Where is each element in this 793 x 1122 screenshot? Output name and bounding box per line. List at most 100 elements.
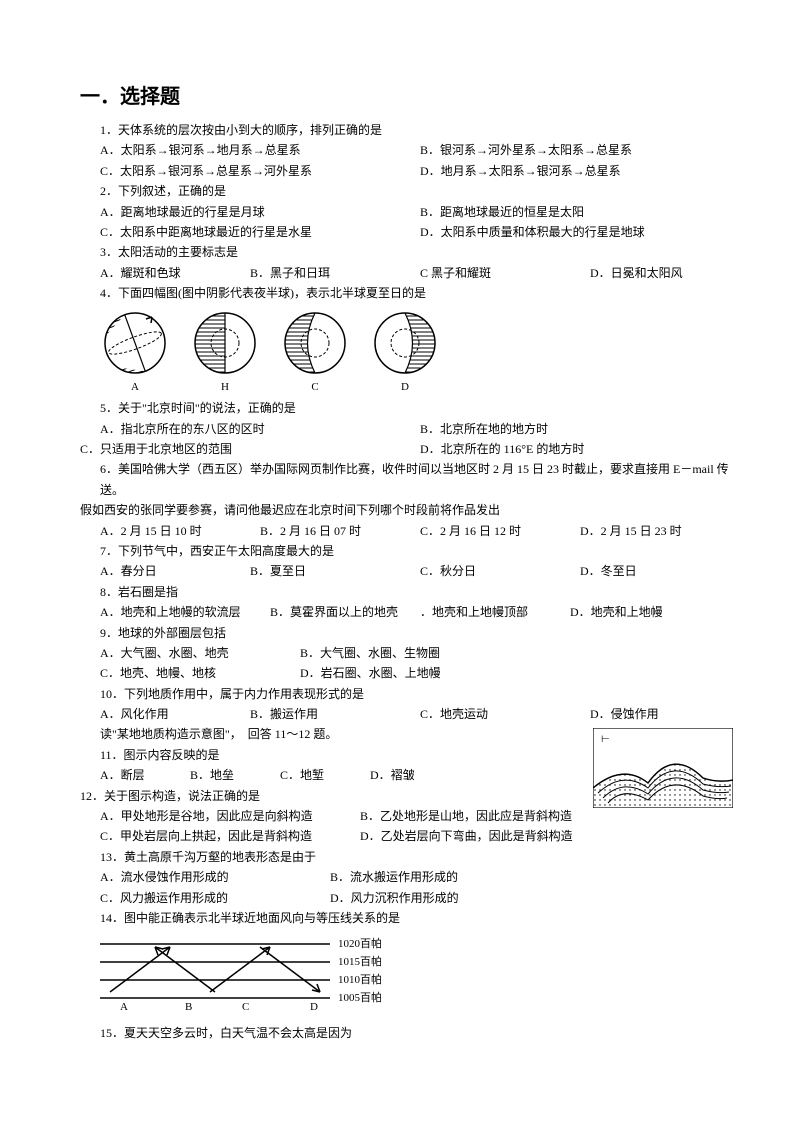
q9-opt-c: C．地壳、地幔、地核 [100,663,300,683]
q8-stem: 8．岩石圈是指 [80,582,733,602]
q13-stem: 13．黄土高原千沟万壑的地表形态是由于 [80,847,733,867]
globe-c-icon [282,310,348,376]
q13-opts-row2: C．风力搬运作用形成的 D．风力沉积作用形成的 [80,888,733,908]
q5-opts-row1: A．指北京所在的东八区的区时 B．北京所在地的地方时 [80,419,733,439]
q6-opts: A．2 月 15 日 10 时 B．2 月 16 日 07 时 C．2 月 16… [80,521,733,541]
q2-opt-d: D．太阳系中质量和体积最大的行星是地球 [420,222,645,242]
wind-label-b: B [185,1001,192,1012]
q14-stem: 14．图中能正确表示北半球近地面风向与等压线关系的是 [80,908,733,928]
q13-opts-row1: A．流水侵蚀作用形成的 B．流水搬运作用形成的 [80,867,733,887]
q11-opt-b: B．地垒 [190,765,280,785]
q1-opts-row1: A．太阳系→银河系→地月系→总星系 B．银河系→河外星系→太阳系→总星系 [80,140,733,160]
q11-opt-a: A．断层 [100,765,190,785]
q11-opts: A．断层 B．地垒 C．地堑 D．褶皱 [80,765,583,785]
fold-diagram-icon: ⊢ [593,728,733,808]
isobar-1010: 1010百帕 [338,972,382,986]
q6-opt-d: D．2 月 15 日 23 时 [580,521,682,541]
q13-opt-a: A．流水侵蚀作用形成的 [100,867,330,887]
q12-opt-c: C．甲处岩层向上拱起，因此是背斜构造 [100,826,360,846]
q8-opt-a: A．地壳和上地幔的软流层 [100,602,270,622]
q2-opt-c: C．太阳系中距离地球最近的行星是水星 [100,222,420,242]
q12-opt-a: A．甲处地形是谷地，因此应是向斜构造 [100,806,360,826]
q7-opt-a: A．春分日 [100,561,250,581]
q11-opt-d: D．褶皱 [370,765,415,785]
q15-stem: 15．夏天天空多云时，白天气温不会太高是因为 [80,1023,733,1043]
q6-stem2: 假如西安的张同学要参赛，请问他最迟应在北京时间下列哪个时段前将作品发出 [80,500,733,520]
q13-opt-d: D．风力沉积作用形成的 [330,888,459,908]
q6-opt-b: B．2 月 16 日 07 时 [260,521,420,541]
q13-opt-b: B．流水搬运作用形成的 [330,867,458,887]
q7-opt-c: C．秋分日 [420,561,580,581]
q1-opt-c: C．太阳系→银河系→总星系→河外星系 [100,161,420,181]
q10-opt-d: D．侵蚀作用 [590,704,659,724]
q9-opt-a: A．大气圈、水圈、地壳 [100,643,300,663]
globe-c-label: C [280,378,350,397]
q9-opts-row1: A．大气圈、水圈、地壳 B．大气圈、水圈、生物圈 [80,643,733,663]
q10-opts: A．风化作用 B．搬运作用 C．地壳运动 D．侵蚀作用 [80,704,733,724]
q10-opt-a: A．风化作用 [100,704,250,724]
q1-opt-a: A．太阳系→银河系→地月系→总星系 [100,140,420,160]
q10-opt-c: C．地壳运动 [420,704,590,724]
q12-opt-b: B．乙处地形是山地，因此应是背斜构造 [360,806,572,826]
q2-opt-a: A．距离地球最近的行星是月球 [100,202,420,222]
q8-opt-c: ．地壳和上地幔顶部 [420,602,570,622]
q9-stem: 9．地球的外部圈层包括 [80,623,733,643]
globe-h-icon [192,310,258,376]
wind-label-c: C [242,1001,249,1012]
globe-a-label: A [100,378,170,397]
svg-text:⊢: ⊢ [601,734,610,745]
q5-stem: 5．关于"北京时间"的说法，正确的是 [80,398,733,418]
q3-opt-c: C 黑子和耀斑 [420,263,590,283]
globe-d-label: D [370,378,440,397]
q7-opt-d: D．冬至日 [580,561,637,581]
q7-opts: A．春分日 B．夏至日 C．秋分日 D．冬至日 [80,561,733,581]
globe-a: A [100,310,170,397]
q5-opt-c: C．只适用于北京地区的范围 [80,439,420,459]
q3-opt-a: A．耀斑和色球 [100,263,250,283]
isobar-1020: 1020百帕 [338,936,382,950]
fold-diagram: ⊢ [593,728,733,814]
q12-opt-d: D．乙处岩层向下弯曲，因此是背斜构造 [360,826,573,846]
q1-opt-d: D．地月系→太阳系→银河系→总星系 [420,161,621,181]
q3-opt-b: B．黑子和日珥 [250,263,420,283]
q2-stem: 2．下列叙述，正确的是 [80,181,733,201]
q1-opts-row2: C．太阳系→银河系→总星系→河外星系 D．地月系→太阳系→银河系→总星系 [80,161,733,181]
q9-opts-row2: C．地壳、地幔、地核 D．岩石圈、水圈、上地幔 [80,663,733,683]
q10-stem: 10．下列地质作用中，属于内力作用表现形式的是 [80,684,733,704]
q5-opt-b: B．北京所在地的地方时 [420,419,548,439]
q6-stem1: 6．美国哈佛大学（西五区）举办国际网页制作比赛，收件时间以当地区时 2 月 15… [80,459,733,500]
q3-opt-d: D．日冕和太阳风 [590,263,683,283]
q7-stem: 7．下列节气中，西安正午太阳高度最大的是 [80,541,733,561]
isobar-1015: 1015百帕 [338,954,382,968]
globe-d-icon [372,310,438,376]
q11-opt-c: C．地堑 [280,765,370,785]
q3-stem: 3．太阳活动的主要标志是 [80,242,733,262]
q1-stem: 1．天体系统的层次按由小到大的顺序，排列正确的是 [80,120,733,140]
q5-opts-row2: C．只适用于北京地区的范围 D．北京所在的 116°E 的地方时 [80,439,733,459]
q9-opt-b: B．大气圈、水圈、生物圈 [300,643,440,663]
q13-opt-c: C．风力搬运作用形成的 [100,888,330,908]
q2-opts-row2: C．太阳系中距离地球最近的行星是水星 D．太阳系中质量和体积最大的行星是地球 [80,222,733,242]
q3-opts: A．耀斑和色球 B．黑子和日珥 C 黑子和耀斑 D．日冕和太阳风 [80,263,733,283]
q10-opt-b: B．搬运作用 [250,704,420,724]
q7-opt-b: B．夏至日 [250,561,420,581]
q12-opts-row1: A．甲处地形是谷地，因此应是向斜构造 B．乙处地形是山地，因此应是背斜构造 [80,806,583,826]
q9-opt-d: D．岩石圈、水圈、上地幔 [300,663,441,683]
section-title: 一．选择题 [80,80,733,114]
globe-c: C [280,310,350,397]
q2-opts-row1: A．距离地球最近的行星是月球 B．距离地球最近的恒星是太阳 [80,202,733,222]
q8-opt-d: D．地壳和上地幔 [570,602,663,622]
q12-opts-row2: C．甲处岩层向上拱起，因此是背斜构造 D．乙处岩层向下弯曲，因此是背斜构造 [80,826,733,846]
q8-opts: A．地壳和上地幔的软流层 B．莫霍界面以上的地壳 ．地壳和上地幔顶部 D．地壳和… [80,602,733,622]
q2-opt-b: B．距离地球最近的恒星是太阳 [420,202,584,222]
q8-opt-b: B．莫霍界面以上的地壳 [270,602,420,622]
globe-h-label: H [190,378,260,397]
q6-opt-c: C．2 月 16 日 12 时 [420,521,580,541]
wind-diagram-icon: A B C D 1020百帕 1015百帕 1010百帕 1005百帕 [100,932,400,1012]
q5-opt-a: A．指北京所在的东八区的区时 [100,419,420,439]
globe-a-icon [102,310,168,376]
wind-diagram: A B C D 1020百帕 1015百帕 1010百帕 1005百帕 [80,932,733,1018]
isobar-1005: 1005百帕 [338,990,382,1004]
q6-opt-a: A．2 月 15 日 10 时 [100,521,260,541]
q5-opt-d: D．北京所在的 116°E 的地方时 [420,439,584,459]
